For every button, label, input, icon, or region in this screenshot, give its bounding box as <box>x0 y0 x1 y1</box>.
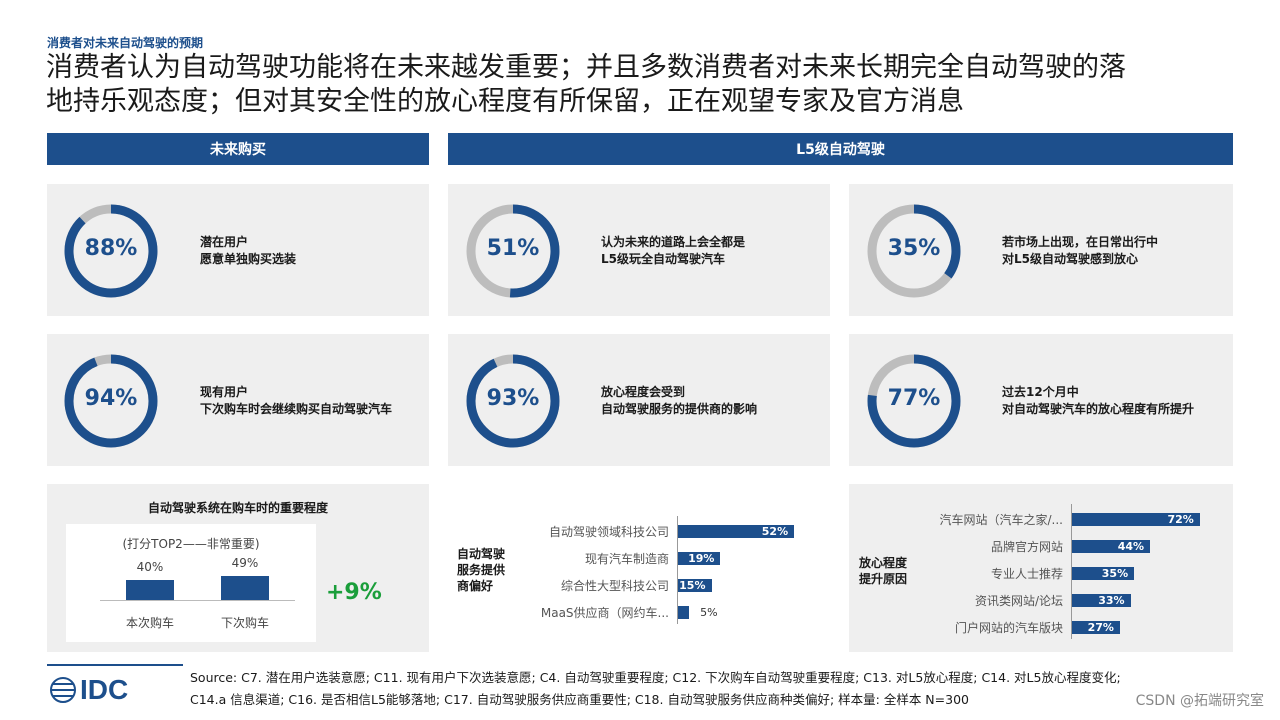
donut-value-2: 51% <box>486 236 540 261</box>
provider-side-label-line-1: 自动驾驶 <box>457 547 506 561</box>
importance-bar-value: 49% <box>231 555 259 570</box>
importance-category-label: 本次购车 <box>125 616 174 630</box>
watermark: CSDN @拓端研究室 <box>1135 693 1264 709</box>
provider-category-label: 综合性大型科技公司 <box>560 579 669 593</box>
idc-logo: IDC <box>50 674 150 710</box>
reasons-bar-value: 44% <box>1117 540 1145 553</box>
reasons-bar-value: 33% <box>1098 594 1125 607</box>
donut-chart-5 <box>466 354 560 448</box>
donut-value-1: 88% <box>84 236 138 261</box>
importance-axis-line <box>100 600 295 601</box>
donut-arc-3 <box>867 204 961 298</box>
headline-line-1: 消费者认为自动驾驶功能将在未来越发重要；并且多数消费者对未来长期完全自动驾驶的落 <box>46 52 1126 83</box>
reasons-bar <box>1072 540 1151 553</box>
importance-bar-value: 40% <box>136 560 164 574</box>
donut-caption-4-line-1: 现有用户 <box>200 385 249 399</box>
donut-caption-2: 认为未来的道路上会全都是 L5级玩全自动驾驶汽车 <box>601 234 745 268</box>
provider-category-label: 现有汽车制造商 <box>584 552 669 566</box>
provider-bar <box>678 606 690 619</box>
reasons-bar <box>1072 594 1131 607</box>
donut-value-6: 77% <box>887 386 941 411</box>
donut-caption-4: 现有用户下次购车时会继续购买自动驾驶汽车 <box>200 384 392 418</box>
importance-bar <box>221 575 269 600</box>
provider-category-label: MaaS供应商（网约车... <box>540 606 669 620</box>
provider-category-label: 自动驾驶领域科技公司 <box>548 525 669 539</box>
provider-bar-value: 5% <box>700 606 718 619</box>
footer-source: Source: C7. 潜在用户选装意愿; C11. 现有用户下次选装意愿; C… <box>190 667 1121 711</box>
headline-line-2: 地持乐观态度；但对其安全性的放心程度有所保留，正在观望专家及官方消息 <box>46 86 964 117</box>
donut-chart-2 <box>466 204 560 298</box>
panel-provider-chart <box>448 484 830 652</box>
donut-caption-5-line-2: 自动驾驶服务的提供商的影响 <box>601 402 758 416</box>
panel-reasons-chart <box>849 484 1233 652</box>
provider-bar-value: 52% <box>761 525 789 538</box>
donut-value-4: 94% <box>84 386 138 411</box>
reasons-side-label-line-1: 放心程度 <box>859 556 908 570</box>
provider-side-label-line-2: 服务提供 <box>457 563 506 577</box>
donut-caption-4-line-2: 下次购车时会继续购买自动驾驶汽车 <box>200 402 393 416</box>
donut-caption-1-line-1: 潜在用户 <box>200 235 249 249</box>
importance-chart-title: 自动驾驶系统在购车时的重要程度 <box>147 501 328 515</box>
reasons-bar-value: 27% <box>1087 621 1114 634</box>
reasons-category-label: 汽车网站（汽车之家/... <box>939 513 1064 527</box>
donut-chart-4 <box>64 354 158 448</box>
importance-chart-area <box>66 524 316 642</box>
reasons-bar <box>1072 621 1120 634</box>
provider-side-label: 自动驾驶 服务提供 商偏好 <box>457 546 505 594</box>
donut-arc-4 <box>64 354 158 448</box>
donut-caption-5: 放心程度会受到自动驾驶服务的提供商的影响 <box>601 384 757 418</box>
donut-caption-6-line-1: 过去12个月中 <box>1002 385 1079 399</box>
donut-caption-2-line-1: 认为未来的道路上会全都是 <box>601 235 746 249</box>
reasons-bar <box>1072 567 1135 580</box>
provider-bar-value: 19% <box>688 552 715 565</box>
donut-value-5: 93% <box>486 386 540 411</box>
donut-chart-1 <box>64 204 158 298</box>
donut-caption-1-line-2: 愿意单独购买选装 <box>200 252 297 266</box>
reasons-bar <box>1072 513 1200 526</box>
provider-bar <box>678 525 795 538</box>
importance-delta-label: +9% <box>326 580 382 605</box>
donut-caption-6: 过去12个月中对自动驾驶汽车的放心程度有所提升 <box>1002 384 1194 418</box>
section-header-future-purchase: 未来购买 <box>47 133 429 165</box>
idc-logo-mark <box>50 677 76 703</box>
donut-caption-5-line-1: 放心程度会受到 <box>601 385 686 399</box>
reasons-axis-line <box>1071 504 1072 639</box>
headline: 消费者认为自动驾驶功能将在未来越发重要；并且多数消费者对未来长期完全自动驾驶的落… <box>46 51 1246 119</box>
donut-arc-6 <box>867 354 961 448</box>
idc-logo-text: IDC <box>80 674 129 705</box>
provider-bar <box>678 579 712 592</box>
donut-caption-3-line-1: 若市场上出现，在日常出行中 <box>1002 235 1159 249</box>
donut-chart-6 <box>867 354 961 448</box>
reasons-category-label: 品牌官方网站 <box>990 540 1063 554</box>
reasons-side-label: 放心程度 提升原因 <box>859 555 907 587</box>
donut-chart-3 <box>867 204 961 298</box>
footer-rule <box>47 664 183 666</box>
donut-value-3: 35% <box>887 236 941 261</box>
donut-arc-5 <box>466 354 560 448</box>
importance-category-label: 下次购车 <box>220 616 269 630</box>
donut-caption-6-line-2: 对自动驾驶汽车的放心程度有所提升 <box>1002 402 1195 416</box>
section-header-l5: L5级自动驾驶 <box>448 133 1233 165</box>
donut-arc-2 <box>466 204 560 298</box>
donut-caption-3-line-2: 对L5级自动驾驶感到放心 <box>1002 252 1138 266</box>
provider-bar-value: 15% <box>679 579 706 592</box>
reasons-category-label: 专业人士推荐 <box>990 567 1063 581</box>
donut-caption-2-line-2: L5级玩全自动驾驶汽车 <box>601 252 725 266</box>
provider-axis-line <box>677 516 678 624</box>
footer-source-line-2: C14.a 信息渠道; C16. 是否相信L5能够落地; C17. 自动驾驶服务… <box>190 692 969 707</box>
donut-caption-3: 若市场上出现，在日常出行中 对L5级自动驾驶感到放心 <box>1002 234 1158 268</box>
reasons-side-label-line-2: 提升原因 <box>859 572 908 586</box>
provider-side-label-line-3: 商偏好 <box>457 579 494 593</box>
reasons-category-label: 门户网站的汽车版块 <box>954 621 1063 635</box>
kicker-title: 消费者对未来自动驾驶的预期 <box>47 36 204 50</box>
donut-caption-1: 潜在用户愿意单独购买选装 <box>200 234 296 268</box>
footer-source-line-1: Source: C7. 潜在用户选装意愿; C11. 现有用户下次选装意愿; C… <box>190 670 1121 685</box>
importance-bar <box>126 580 174 600</box>
reasons-category-label: 资讯类网站/论坛 <box>974 594 1063 608</box>
importance-chart-subtitle: (打分TOP2——非常重要) <box>122 537 260 551</box>
donut-arc-1 <box>64 204 158 298</box>
reasons-bar-value: 35% <box>1101 567 1129 580</box>
reasons-bar-value: 72% <box>1167 513 1194 526</box>
provider-bar <box>678 552 721 565</box>
